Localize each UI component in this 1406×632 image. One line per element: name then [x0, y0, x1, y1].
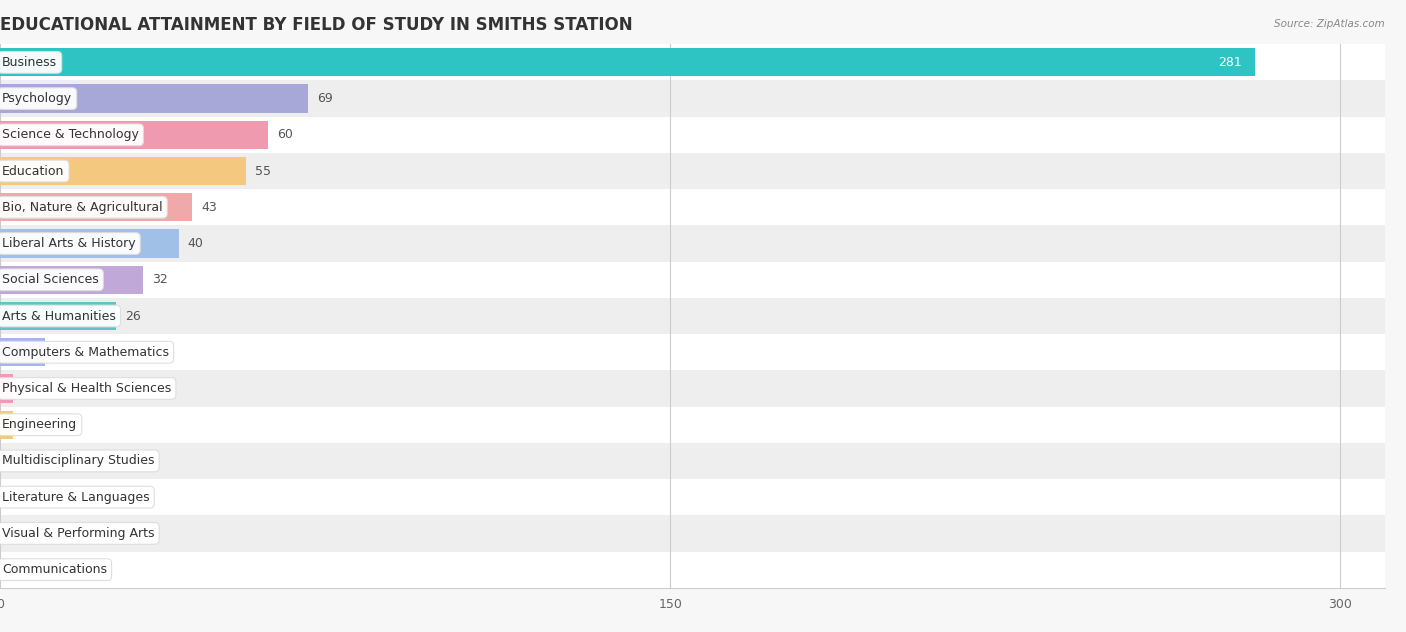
Bar	[0, 153, 1385, 189]
Bar	[0, 334, 1385, 370]
Text: Science & Technology: Science & Technology	[3, 128, 139, 142]
Text: 3: 3	[22, 382, 30, 395]
Text: Communications: Communications	[3, 563, 107, 576]
Text: Social Sciences: Social Sciences	[3, 273, 98, 286]
Bar	[0, 265, 143, 294]
Text: 0: 0	[7, 563, 14, 576]
Text: 40: 40	[187, 237, 204, 250]
Bar	[0, 443, 1385, 479]
Text: Engineering: Engineering	[3, 418, 77, 431]
Bar	[0, 157, 246, 185]
Bar	[0, 80, 1385, 117]
Text: 43: 43	[201, 201, 217, 214]
Bar	[0, 338, 45, 367]
Bar	[0, 229, 179, 258]
Bar	[0, 515, 1385, 552]
Text: 69: 69	[318, 92, 333, 105]
Text: 3: 3	[22, 418, 30, 431]
Text: 281: 281	[1218, 56, 1241, 69]
Bar	[0, 302, 117, 330]
Text: Visual & Performing Arts: Visual & Performing Arts	[3, 527, 155, 540]
Text: Business: Business	[3, 56, 58, 69]
Text: Computers & Mathematics: Computers & Mathematics	[3, 346, 169, 359]
Bar	[0, 117, 1385, 153]
Text: Physical & Health Sciences: Physical & Health Sciences	[3, 382, 172, 395]
Bar	[0, 85, 308, 112]
Bar	[0, 406, 1385, 443]
Bar	[0, 411, 14, 439]
Text: 10: 10	[53, 346, 69, 359]
Text: 0: 0	[7, 490, 14, 504]
Bar	[0, 262, 1385, 298]
Text: Psychology: Psychology	[3, 92, 72, 105]
Bar	[0, 193, 193, 221]
Text: EDUCATIONAL ATTAINMENT BY FIELD OF STUDY IN SMITHS STATION: EDUCATIONAL ATTAINMENT BY FIELD OF STUDY…	[0, 16, 633, 34]
Bar	[0, 298, 1385, 334]
Text: 0: 0	[7, 527, 14, 540]
Text: Education: Education	[3, 164, 65, 178]
Text: Source: ZipAtlas.com: Source: ZipAtlas.com	[1274, 19, 1385, 29]
Text: Literature & Languages: Literature & Languages	[3, 490, 150, 504]
Text: Liberal Arts & History: Liberal Arts & History	[3, 237, 136, 250]
Text: 0: 0	[7, 454, 14, 468]
Text: Arts & Humanities: Arts & Humanities	[3, 310, 117, 322]
Text: 32: 32	[152, 273, 167, 286]
Text: Multidisciplinary Studies: Multidisciplinary Studies	[3, 454, 155, 468]
Bar	[0, 226, 1385, 262]
Bar	[0, 374, 14, 403]
Text: 60: 60	[277, 128, 292, 142]
Text: 55: 55	[254, 164, 270, 178]
Bar	[0, 48, 1256, 76]
Bar	[0, 552, 1385, 588]
Bar	[0, 44, 1385, 80]
Bar	[0, 189, 1385, 226]
Bar	[0, 479, 1385, 515]
Text: 26: 26	[125, 310, 141, 322]
Bar	[0, 370, 1385, 406]
Bar	[0, 121, 269, 149]
Text: Bio, Nature & Agricultural: Bio, Nature & Agricultural	[3, 201, 163, 214]
